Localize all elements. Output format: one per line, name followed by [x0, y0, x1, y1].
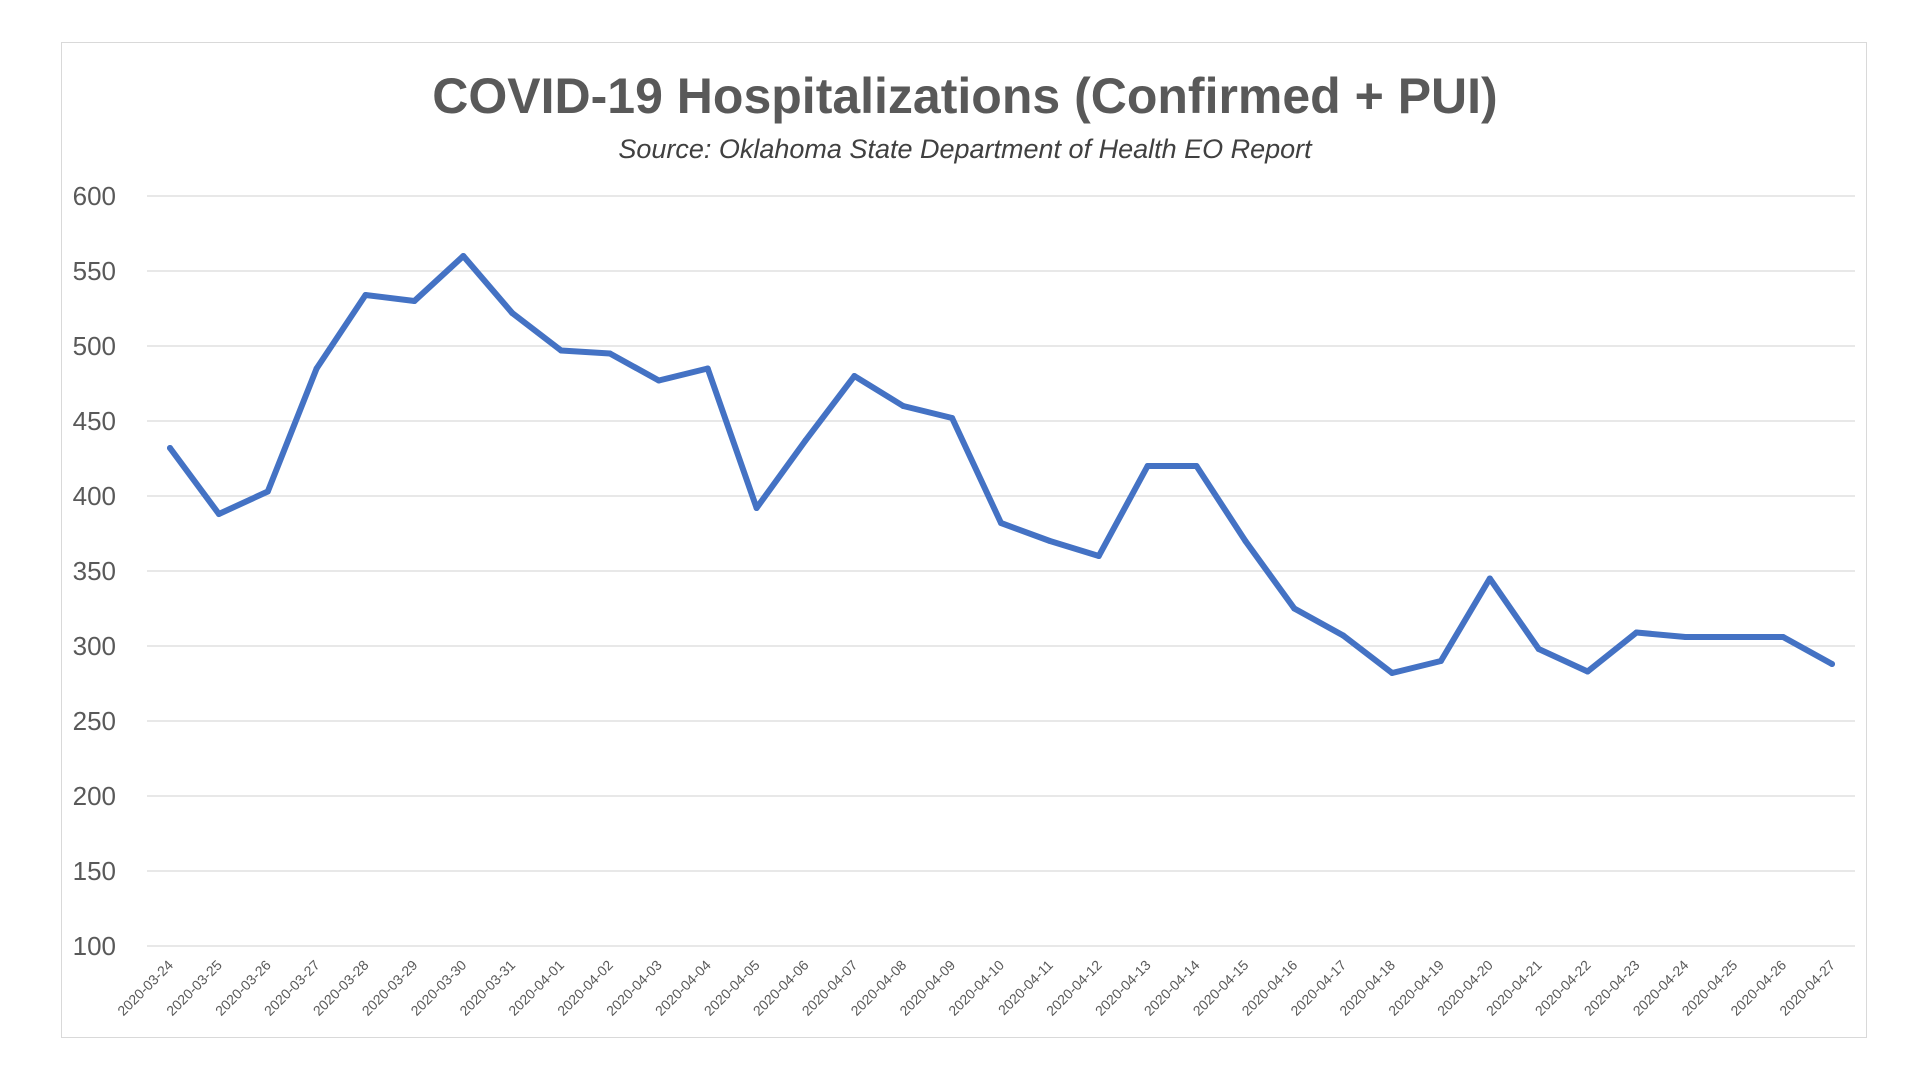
- data-point: [1389, 670, 1396, 676]
- y-tick-label: 450: [73, 406, 116, 436]
- series-line: [167, 253, 1835, 676]
- data-point: [362, 292, 369, 298]
- y-axis-tick-labels: 100 150 200 250 300 350 400 450 500 550 600: [73, 181, 116, 961]
- data-point: [313, 365, 320, 372]
- data-point: [215, 511, 222, 517]
- data-point: [1731, 634, 1738, 640]
- data-point: [509, 310, 516, 316]
- data-point: [460, 253, 467, 259]
- y-tick-label: 200: [73, 781, 116, 811]
- data-point: [1046, 538, 1053, 544]
- y-tick-label: 550: [73, 256, 116, 286]
- data-point: [1437, 658, 1444, 664]
- chart-title: COVID-19 Hospitalizations (Confirmed + P…: [432, 68, 1497, 124]
- data-point: [1193, 463, 1200, 469]
- data-point: [802, 437, 809, 444]
- data-point: [167, 445, 173, 451]
- data-point: [753, 505, 760, 511]
- data-point: [1144, 463, 1151, 469]
- data-point: [900, 403, 907, 409]
- data-point: [1242, 538, 1249, 544]
- y-tick-label: 350: [73, 556, 116, 586]
- data-point: [851, 373, 858, 379]
- data-point: [1633, 629, 1640, 636]
- gridlines: [147, 195, 1855, 947]
- y-tick-label: 150: [73, 856, 116, 886]
- data-point: [704, 365, 711, 372]
- data-point: [264, 488, 271, 495]
- chart-subtitle: Source: Oklahoma State Department of Hea…: [618, 134, 1313, 164]
- data-point: [949, 415, 956, 421]
- series-layer: [167, 253, 1835, 676]
- data-point: [606, 350, 613, 357]
- data-point: [1291, 605, 1298, 612]
- data-point: [1682, 634, 1689, 640]
- data-point: [998, 520, 1004, 526]
- data-point: [1095, 553, 1102, 559]
- y-tick-label: 500: [73, 331, 116, 361]
- x-axis-tick-labels: 2020-03-242020-03-252020-03-262020-03-27…: [114, 957, 1838, 1019]
- data-point: [411, 298, 418, 304]
- y-tick-label: 400: [73, 481, 116, 511]
- chart-frame: COVID-19 Hospitalizations (Confirmed + P…: [61, 42, 1867, 1038]
- y-tick-label: 600: [73, 181, 116, 211]
- data-point: [1584, 668, 1591, 675]
- y-tick-label: 250: [73, 706, 116, 736]
- y-tick-label: 100: [73, 931, 116, 961]
- data-point: [655, 377, 662, 384]
- chart-svg: COVID-19 Hospitalizations (Confirmed + P…: [73, 68, 1855, 1019]
- data-point: [1780, 634, 1787, 640]
- data-point: [1340, 632, 1347, 639]
- data-point: [1535, 646, 1542, 652]
- data-point: [1829, 661, 1835, 667]
- data-point: [558, 347, 565, 354]
- data-point: [1486, 575, 1493, 582]
- y-tick-label: 300: [73, 631, 116, 661]
